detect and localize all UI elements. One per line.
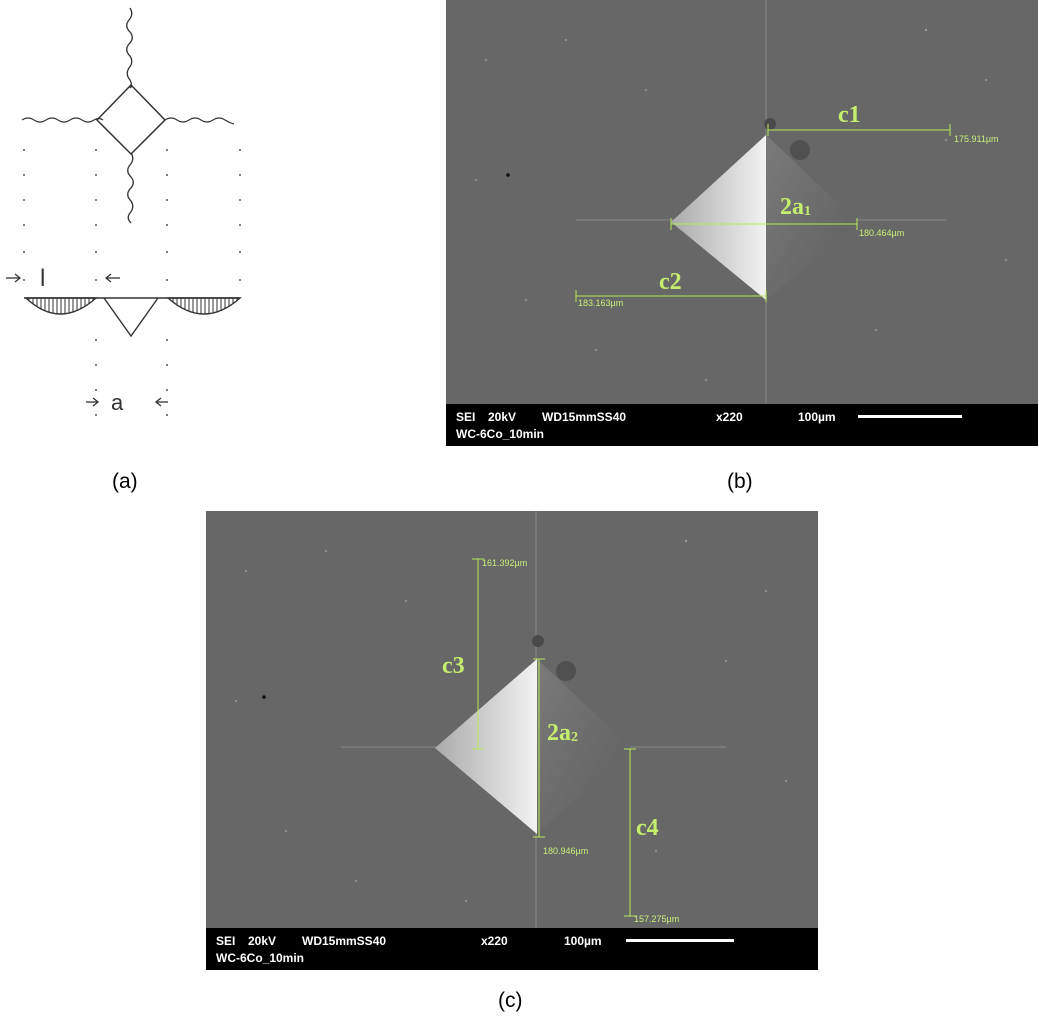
caption-b: (b): [727, 470, 753, 493]
crack-bottom: [127, 152, 134, 224]
sem-info-bar-c: SEI 20kV WD15mmSS40 x220 100µm WC-6Co_10…: [206, 928, 818, 970]
measurement-c2: 183.163µm: [578, 298, 624, 308]
crack-right: [164, 117, 235, 125]
measurement-a2: 180.946µm: [543, 846, 589, 856]
measurement-c1: 175.911µm: [954, 134, 999, 144]
measurement-a1: 180.464µm: [859, 228, 905, 238]
label-2a2-sub: 2: [571, 730, 578, 745]
info-scale: 100µm: [564, 934, 602, 948]
label-2a1: 2a1: [780, 195, 811, 219]
label-c3: c3: [442, 653, 465, 679]
info-mode: SEI: [216, 934, 236, 948]
dotted-guides: [23, 149, 241, 416]
label-2a2-main: 2a: [547, 720, 571, 746]
schematic-label-a: a: [111, 390, 124, 415]
caption-a: (a): [112, 470, 138, 493]
scale-bar-c: [626, 939, 734, 942]
info-mag: x220: [716, 410, 743, 424]
info-wd: WD15mmSS40: [302, 934, 387, 948]
indent-right-face: [766, 135, 858, 300]
label-2a1-main: 2a: [780, 194, 804, 220]
indent-left-face: [671, 135, 766, 300]
label-c2: c2: [659, 269, 682, 295]
caption-c: (c): [498, 989, 523, 1012]
measurement-c3: 161.392µm: [482, 558, 528, 568]
info-scale: 100µm: [798, 410, 836, 424]
label-c1: c1: [838, 102, 861, 128]
info-mag: x220: [481, 934, 508, 948]
label-2a2: 2a2: [547, 721, 578, 745]
l-dimension-arrows: [6, 273, 120, 283]
info-voltage: 20kV: [248, 934, 277, 948]
measurement-c4: 157.275µm: [634, 914, 680, 924]
sem-info-bar-b: SEI 20kV WD15mmSS40 x220 100µm WC-6Co_10…: [446, 404, 1038, 446]
crack-top: [126, 7, 133, 89]
schematic-label-l: l: [40, 265, 45, 292]
label-2a1-sub: 1: [804, 204, 811, 219]
a-dimension-arrows: [86, 397, 168, 407]
indent-left-face: [435, 659, 537, 834]
info-voltage: 20kV: [488, 410, 517, 424]
cross-section-profile: [24, 297, 242, 338]
crack-schematic-diagram: l a: [6, 7, 242, 416]
indent-diamond: [95, 83, 167, 156]
info-mode: SEI: [456, 410, 476, 424]
label-c4: c4: [636, 815, 659, 841]
info-sample: WC-6Co_10min: [456, 427, 545, 441]
indent-right-face: [537, 659, 631, 834]
sem-image-b: c1 175.911µm 2a1 180.464µm c2 183.163µm …: [446, 0, 1038, 446]
info-sample: WC-6Co_10min: [216, 951, 305, 965]
scale-bar-b: [858, 415, 962, 418]
info-wd: WD15mmSS40: [542, 410, 627, 424]
sem-image-c: 161.392µm c3 2a2 180.946µm c4 157.275µm …: [206, 511, 818, 970]
crack-left: [21, 117, 104, 123]
